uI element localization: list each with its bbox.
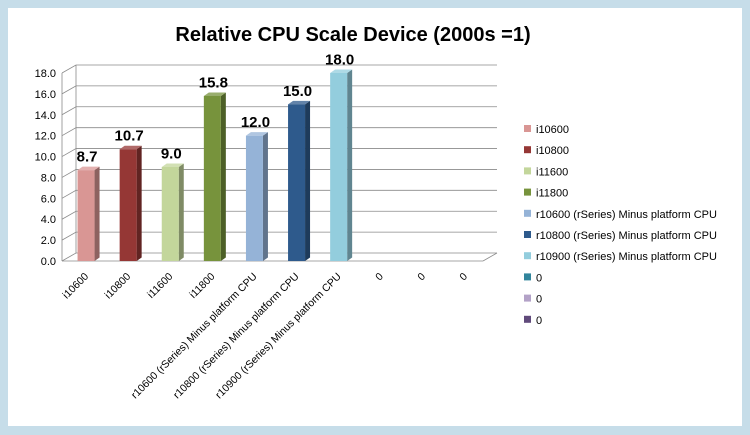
legend-swatch [524,167,531,175]
y-tick-label: 16.0 [35,89,56,101]
bar [288,100,311,261]
bar [330,69,353,261]
legend-swatch [524,252,531,260]
bar-side [347,69,353,261]
legend-label: 0 [536,294,542,306]
x-tick-label: 0 [457,271,470,284]
gridlines [61,64,498,262]
bar-side [262,132,268,261]
bar-top [288,100,311,105]
legend-label: i11800 [536,188,568,200]
data-label: 8.7 [77,149,98,166]
legend-label: r10900 (rSeries) Minus platform CPU [536,251,717,263]
bar-top [245,132,268,136]
legend-swatch [524,273,531,281]
legend-label: 0 [536,272,542,284]
legend-label: r10800 (rSeries) Minus platform CPU [536,230,717,242]
legend-swatch [524,188,531,196]
bar-front [330,73,348,261]
legend-label: i10600 [536,124,569,136]
bar-top [119,145,142,150]
legend-item: 0 [524,315,542,327]
data-label: 10.7 [115,128,144,145]
x-tick-label: i10800 [102,271,133,302]
legend-item: 0 [524,294,542,306]
bar [203,92,226,261]
data-label: 12.0 [241,114,270,131]
bar-side [305,100,311,261]
legend-item: r10900 (rSeries) Minus platform CPU [524,251,717,263]
bar [161,163,184,261]
legend-swatch [524,294,531,302]
bar-top [203,92,226,96]
legend-swatch [524,209,531,217]
chart-card: Relative CPU Scale Device (2000s =1) 0.0… [8,8,742,426]
y-tick-label: 10.0 [35,152,56,164]
bar-top [330,69,353,73]
bar-top [77,166,100,171]
y-tick-label: 18.0 [35,68,56,80]
x-tick-label: i11600 [145,271,175,301]
gridline [61,85,497,95]
chart-title: Relative CPU Scale Device (2000s =1) [175,24,530,46]
legend-label: r10600 (rSeries) Minus platform CPU [536,209,717,221]
legend-label: 0 [536,315,542,327]
data-label: 9.0 [161,146,182,163]
x-tick-label: 0 [373,271,386,284]
legend-label: i11600 [536,166,568,178]
data-labels: 8.7 10.7 9.0 15.8 12.0 15.0 18.0 [77,52,355,166]
y-tick-label: 14.0 [35,110,56,122]
gridline [61,64,497,74]
legend-swatch [524,315,531,323]
bar-front [161,167,179,261]
bar-side [136,145,142,261]
gridline [61,106,497,116]
y-tick-label: 2.0 [41,235,56,247]
legend-item: i11800 [524,188,568,200]
data-label: 15.0 [283,83,312,100]
legend-item: r10800 (rSeries) Minus platform CPU [524,230,717,242]
bar-chart: Relative CPU Scale Device (2000s =1) 0.0… [35,24,717,402]
legend-item: 0 [524,272,542,284]
bar-front [288,104,306,261]
legend-item: i11600 [524,166,568,178]
x-tick-label: i10600 [60,271,91,302]
y-axis-ticks: 0.0 2.0 4.0 6.0 8.0 10.0 12.0 14.0 16.0 18.0 [35,68,56,268]
legend-item: i10800 [524,145,569,157]
data-label: 18.0 [325,52,354,69]
legend-swatch [524,146,531,154]
y-tick-label: 4.0 [41,214,56,226]
bar [77,166,100,261]
legend-item: r10600 (rSeries) Minus platform CPU [524,209,717,221]
legend-swatch [524,125,531,132]
floor-edge [482,252,498,262]
y-tick-label: 12.0 [35,131,56,143]
bar-top [161,163,184,167]
legend: i10600 i10800 i11600 i11800 r10600 (rSeries)… [524,124,717,327]
bars [77,69,353,261]
bar-front [119,149,137,261]
data-label: 15.8 [199,74,228,91]
bar [119,145,142,261]
x-tick-label: 0 [415,271,428,284]
bar [245,132,268,261]
x-tick-label: i11800 [187,271,217,301]
y-tick-label: 6.0 [41,193,56,205]
bar-side [94,166,100,261]
bar-side [178,163,184,261]
bar-front [245,135,263,261]
y-tick-label: 0.0 [41,256,56,268]
bar-front [77,170,95,261]
legend-item: i10600 [524,124,569,136]
legend-label: i10800 [536,145,569,157]
legend-swatch [524,231,531,238]
bar-side [220,92,226,261]
bar-front [203,95,221,261]
y-tick-label: 8.0 [41,172,56,184]
